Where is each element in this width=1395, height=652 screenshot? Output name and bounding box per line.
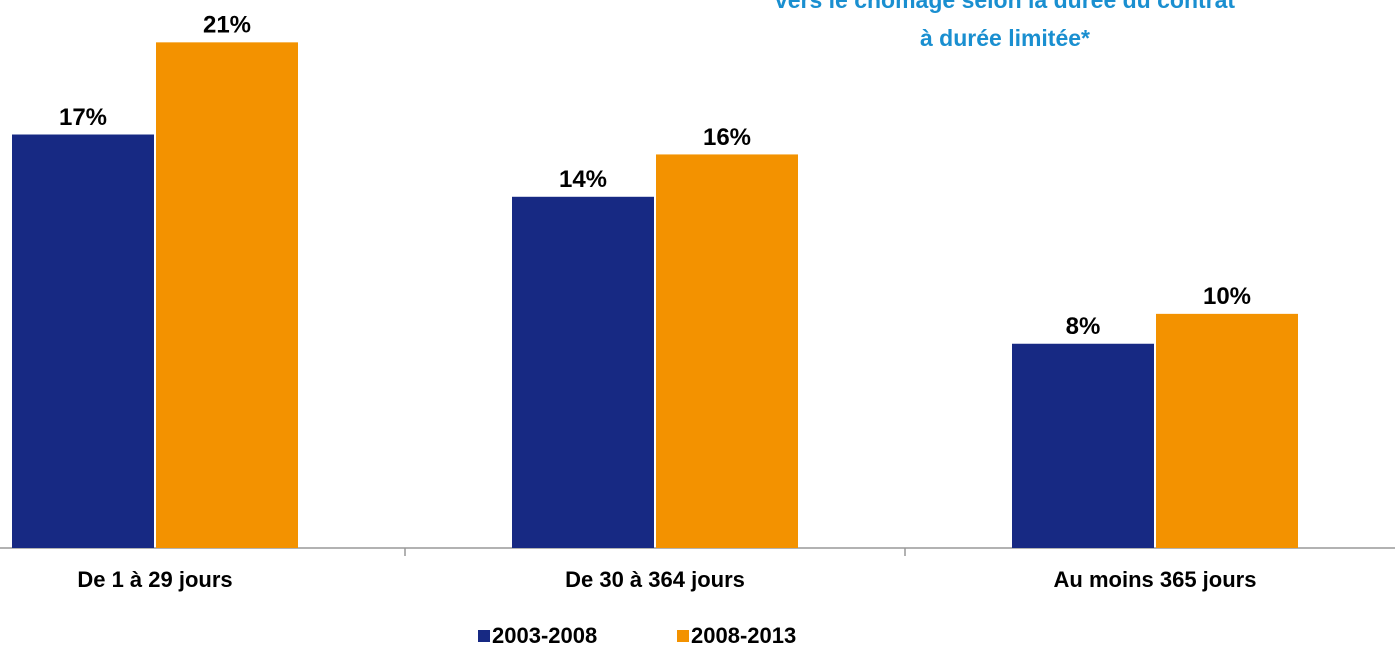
bar: [512, 196, 654, 549]
bar: [12, 134, 154, 548]
x-tick-label: Au moins 365 jours: [1054, 567, 1257, 592]
bar: [1156, 313, 1298, 548]
chart-title: à durée limitée*: [920, 25, 1090, 51]
bar: [656, 154, 798, 548]
x-tick-label: De 30 à 364 jours: [565, 567, 745, 592]
data-label: 21%: [203, 12, 251, 39]
bar: [1012, 343, 1154, 548]
chart-title: vers le chômage selon la durée du contra…: [775, 0, 1235, 13]
x-tick-label: De 1 à 29 jours: [77, 567, 232, 592]
data-label: 16%: [703, 124, 751, 151]
legend-swatch: [677, 630, 689, 642]
bar: [156, 42, 298, 548]
legend-swatch: [478, 630, 490, 642]
data-label: 10%: [1203, 283, 1251, 310]
data-label: 8%: [1066, 313, 1101, 340]
data-label: 14%: [559, 166, 607, 193]
legend-label: 2003-2008: [492, 623, 597, 648]
data-label: 17%: [59, 104, 107, 131]
legend-label: 2008-2013: [691, 623, 796, 648]
